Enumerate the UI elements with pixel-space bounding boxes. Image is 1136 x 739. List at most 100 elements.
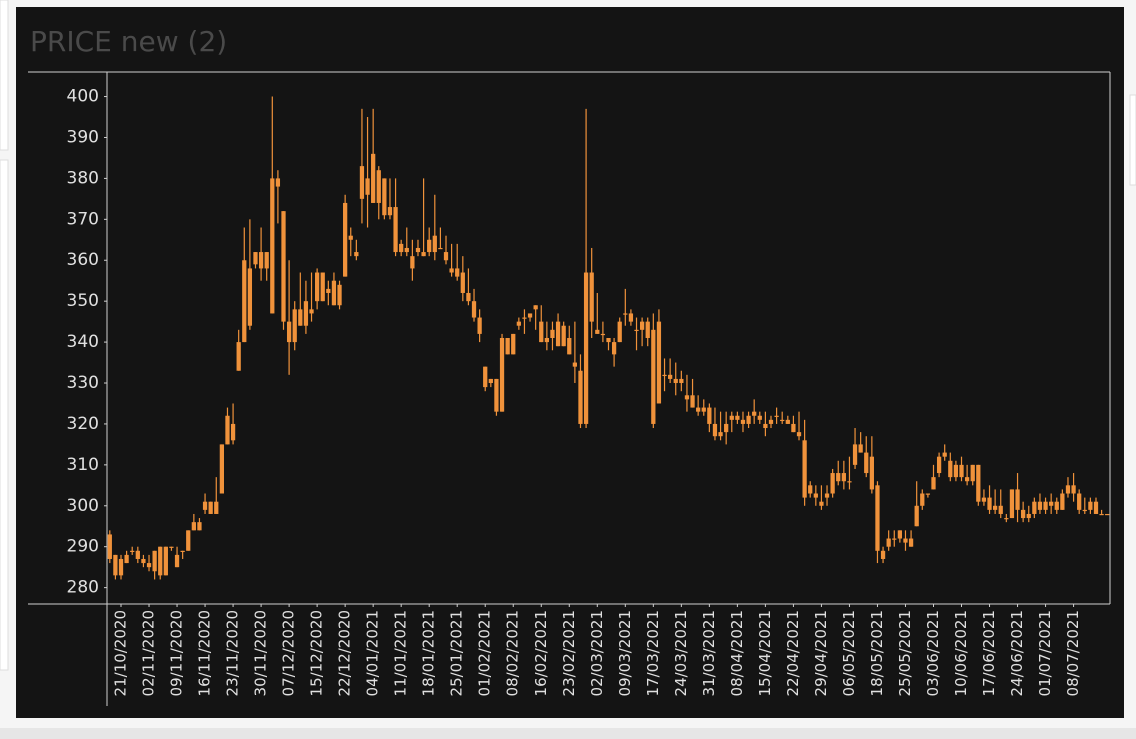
candle-body <box>589 272 594 322</box>
candle-body <box>791 423 796 433</box>
candle-body <box>527 313 533 318</box>
candle-body <box>483 366 488 388</box>
candle-body <box>230 423 236 441</box>
candle-body <box>516 321 521 326</box>
candle-body <box>544 338 549 343</box>
x-tick-label: 17/06/2021 <box>980 610 998 696</box>
candle-body <box>550 329 555 338</box>
candle-body <box>774 415 779 417</box>
x-tick-label: 08/02/2021 <box>504 610 522 696</box>
x-tick-label: 02/11/2020 <box>140 610 158 696</box>
candle-body <box>466 292 471 302</box>
candle-body <box>455 268 460 277</box>
x-tick-label: 21/10/2020 <box>112 610 130 696</box>
x-tick-label: 06/05/2021 <box>840 610 858 696</box>
candle-body <box>337 284 342 306</box>
candle-body <box>1021 509 1026 519</box>
candle-body <box>852 444 858 465</box>
candle-body <box>1071 485 1076 494</box>
x-tick-label: 24/03/2021 <box>672 610 690 696</box>
candle-body <box>892 538 897 540</box>
tab-strip <box>0 728 1136 739</box>
candle-body <box>421 252 426 257</box>
x-tick-label: 09/11/2020 <box>168 610 186 696</box>
candle-body <box>225 415 230 445</box>
candle-body <box>314 272 320 302</box>
candle-body <box>920 493 925 506</box>
y-tick-label: 300 <box>67 496 99 516</box>
candle-body <box>841 473 846 482</box>
candle-body <box>561 325 566 347</box>
candle-body <box>752 411 757 416</box>
y-tick-label: 310 <box>67 455 99 475</box>
candle-body <box>443 252 449 261</box>
candle-body <box>925 493 931 495</box>
x-tick-label: 01/07/2021 <box>1036 610 1054 696</box>
candle-body <box>387 207 393 216</box>
candle-body <box>976 464 981 502</box>
candle-body <box>124 554 129 564</box>
candle-body <box>948 460 953 478</box>
candle-body <box>460 272 465 293</box>
candle-body <box>768 419 774 424</box>
candle-body <box>258 252 264 269</box>
candle-body <box>427 239 432 253</box>
side-panel <box>1129 94 1136 186</box>
candle-body <box>572 362 578 367</box>
candle-body <box>477 317 482 334</box>
candle-body <box>813 493 818 498</box>
candle-body <box>180 550 185 552</box>
candle-body <box>600 333 606 336</box>
candle-body <box>729 415 734 420</box>
y-tick-label: 400 <box>67 87 99 107</box>
candle-body <box>662 374 667 377</box>
candle-body <box>690 395 695 408</box>
x-tick-label: 18/05/2021 <box>868 610 886 696</box>
candle-body <box>712 423 718 437</box>
candle-body <box>359 166 365 199</box>
candle-body <box>623 313 628 315</box>
candle-body <box>539 321 544 343</box>
candle-body <box>174 554 180 568</box>
candle-body <box>998 505 1003 514</box>
panel <box>16 7 1124 718</box>
side-panel <box>0 0 9 151</box>
candle-body <box>964 477 970 482</box>
candle-body <box>365 178 370 195</box>
candle-body <box>830 473 835 494</box>
candle-body <box>432 235 437 253</box>
candle-body <box>247 268 253 326</box>
side-panel <box>0 159 9 671</box>
candle-body <box>634 329 639 332</box>
candle-body <box>281 211 286 322</box>
candle-body <box>970 464 975 482</box>
candle-body <box>107 534 112 559</box>
candle-body <box>639 321 645 330</box>
candle-body <box>236 342 241 371</box>
candle-body <box>707 407 712 424</box>
candle-body <box>735 415 740 420</box>
candle-body <box>606 338 611 343</box>
candle-body <box>118 558 124 576</box>
candle-body <box>684 395 690 400</box>
x-tick-label: 25/01/2021 <box>448 610 466 696</box>
x-tick-label: 15/12/2020 <box>308 610 326 696</box>
candle-body <box>163 546 168 576</box>
y-tick-label: 340 <box>67 332 99 352</box>
candle-body <box>130 550 135 552</box>
candle-body <box>819 501 824 506</box>
candle-body <box>908 538 914 547</box>
candle-body <box>847 481 852 483</box>
candle-body <box>701 407 706 412</box>
candle-body <box>864 452 869 474</box>
candle-body <box>796 432 802 437</box>
candle-body <box>578 370 583 424</box>
candle-body <box>533 305 538 310</box>
candle-body <box>499 338 505 412</box>
candle-body <box>158 546 163 576</box>
candle-body <box>1054 501 1059 510</box>
candle-body <box>718 432 723 437</box>
x-tick-label: 18/01/2021 <box>420 610 438 696</box>
candle-body <box>343 202 348 277</box>
